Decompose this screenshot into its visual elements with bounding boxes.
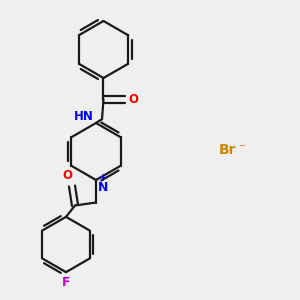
Text: HN: HN	[74, 110, 94, 123]
Text: F: F	[62, 276, 70, 289]
Text: O: O	[62, 169, 73, 182]
Text: N: N	[98, 181, 108, 194]
Text: O: O	[129, 93, 139, 106]
Text: +: +	[99, 172, 108, 183]
Text: ⁻: ⁻	[238, 142, 245, 155]
Text: Br: Br	[219, 143, 236, 157]
